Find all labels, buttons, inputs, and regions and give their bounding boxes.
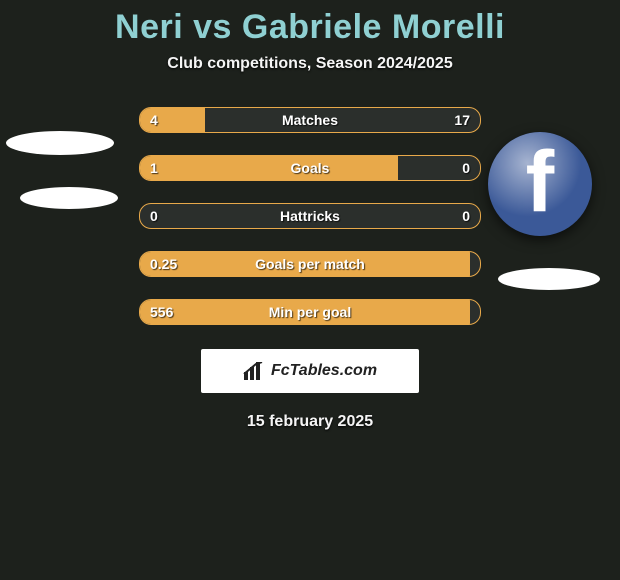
- fctables-logo[interactable]: FcTables.com: [201, 349, 419, 393]
- stat-row: 556Min per goal: [139, 299, 481, 325]
- stat-label: Goals: [140, 156, 480, 180]
- stat-label: Min per goal: [140, 300, 480, 324]
- fctables-logo-text: FcTables.com: [271, 362, 377, 380]
- facebook-icon: f: [526, 139, 555, 225]
- stat-row: 0.25Goals per match: [139, 251, 481, 277]
- stat-label: Matches: [140, 108, 480, 132]
- comparison-title: Neri vs Gabriele Morelli: [0, 8, 620, 47]
- player-left-placeholder-1: [6, 131, 114, 155]
- season-subtitle: Club competitions, Season 2024/2025: [0, 55, 620, 73]
- stat-right-value: 0: [462, 204, 470, 228]
- stat-label: Hattricks: [140, 204, 480, 228]
- snapshot-date: 15 february 2025: [0, 413, 620, 431]
- stat-row: 0Hattricks0: [139, 203, 481, 229]
- stat-label: Goals per match: [140, 252, 480, 276]
- player-left-placeholder-2: [20, 187, 118, 209]
- stats-container: 4Matches171Goals00Hattricks00.25Goals pe…: [139, 107, 481, 325]
- bars-icon: [243, 362, 265, 380]
- stat-row: 1Goals0: [139, 155, 481, 181]
- stat-right-value: 0: [462, 156, 470, 180]
- player-right-placeholder: [498, 268, 600, 290]
- stat-right-value: 17: [454, 108, 470, 132]
- stat-row: 4Matches17: [139, 107, 481, 133]
- facebook-share-button[interactable]: f: [488, 132, 592, 236]
